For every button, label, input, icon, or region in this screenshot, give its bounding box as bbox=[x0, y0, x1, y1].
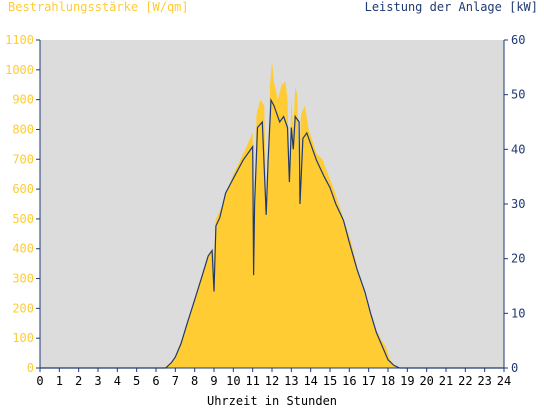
left-axis-title: Bestrahlungsstärke [W/qm] bbox=[8, 0, 189, 14]
right-axis-tick-label: 60 bbox=[511, 33, 525, 47]
left-axis-tick-label: 0 bbox=[27, 361, 34, 375]
left-axis-tick-label: 100 bbox=[12, 331, 34, 345]
x-axis-tick-label: 14 bbox=[303, 374, 317, 388]
x-axis-tick-label: 7 bbox=[172, 374, 179, 388]
left-axis-tick-label: 600 bbox=[12, 182, 34, 196]
left-axis-tick-label: 500 bbox=[12, 212, 34, 226]
x-axis-tick-label: 18 bbox=[381, 374, 395, 388]
x-axis-tick-label: 22 bbox=[458, 374, 472, 388]
x-axis-tick-label: 19 bbox=[400, 374, 414, 388]
x-axis-tick-label: 12 bbox=[265, 374, 279, 388]
x-axis-tick-label: 8 bbox=[191, 374, 198, 388]
left-axis-tick-label: 400 bbox=[12, 242, 34, 256]
left-axis-tick-label: 300 bbox=[12, 272, 34, 286]
x-axis-tick-label: 6 bbox=[152, 374, 159, 388]
x-axis-tick-label: 23 bbox=[477, 374, 491, 388]
x-axis-tick-label: 0 bbox=[36, 374, 43, 388]
right-axis-tick-label: 0 bbox=[511, 361, 518, 375]
right-axis-tick-label: 40 bbox=[511, 142, 525, 156]
power-line bbox=[40, 97, 504, 369]
left-axis-tick-label: 1000 bbox=[5, 63, 34, 77]
left-axis-tick-label: 800 bbox=[12, 122, 34, 136]
x-axis-tick-label: 3 bbox=[94, 374, 101, 388]
x-axis-tick-label: 1 bbox=[56, 374, 63, 388]
x-axis-tick-label: 5 bbox=[133, 374, 140, 388]
x-axis-tick-label: 24 bbox=[497, 374, 511, 388]
right-axis-tick-label: 20 bbox=[511, 252, 525, 266]
right-axis-tick-label: 10 bbox=[511, 306, 525, 320]
left-axis-tick-label: 900 bbox=[12, 93, 34, 107]
x-axis-tick-label: 20 bbox=[419, 374, 433, 388]
x-axis-tick-label: 10 bbox=[226, 374, 240, 388]
x-axis-tick-label: 2 bbox=[75, 374, 82, 388]
right-axis-tick-label: 50 bbox=[511, 88, 525, 102]
left-axis-tick-label: 700 bbox=[12, 152, 34, 166]
irradiance-area bbox=[40, 60, 504, 369]
x-axis-tick-label: 17 bbox=[361, 374, 375, 388]
x-axis-tick-label: 21 bbox=[439, 374, 453, 388]
x-axis-tick-label: 16 bbox=[342, 374, 356, 388]
right-axis-tick-label: 30 bbox=[511, 197, 525, 211]
right-axis-title: Leistung der Anlage [kW] bbox=[364, 0, 538, 14]
left-axis-tick-label: 200 bbox=[12, 301, 34, 315]
x-axis-tick-label: 15 bbox=[323, 374, 337, 388]
x-axis-tick-label: 13 bbox=[284, 374, 298, 388]
x-axis-label: Uhrzeit in Stunden bbox=[207, 394, 337, 408]
left-axis-tick-label: 1100 bbox=[5, 33, 34, 47]
x-axis-tick-label: 4 bbox=[114, 374, 121, 388]
x-axis-tick-label: 9 bbox=[210, 374, 217, 388]
x-axis-tick-label: 11 bbox=[245, 374, 259, 388]
